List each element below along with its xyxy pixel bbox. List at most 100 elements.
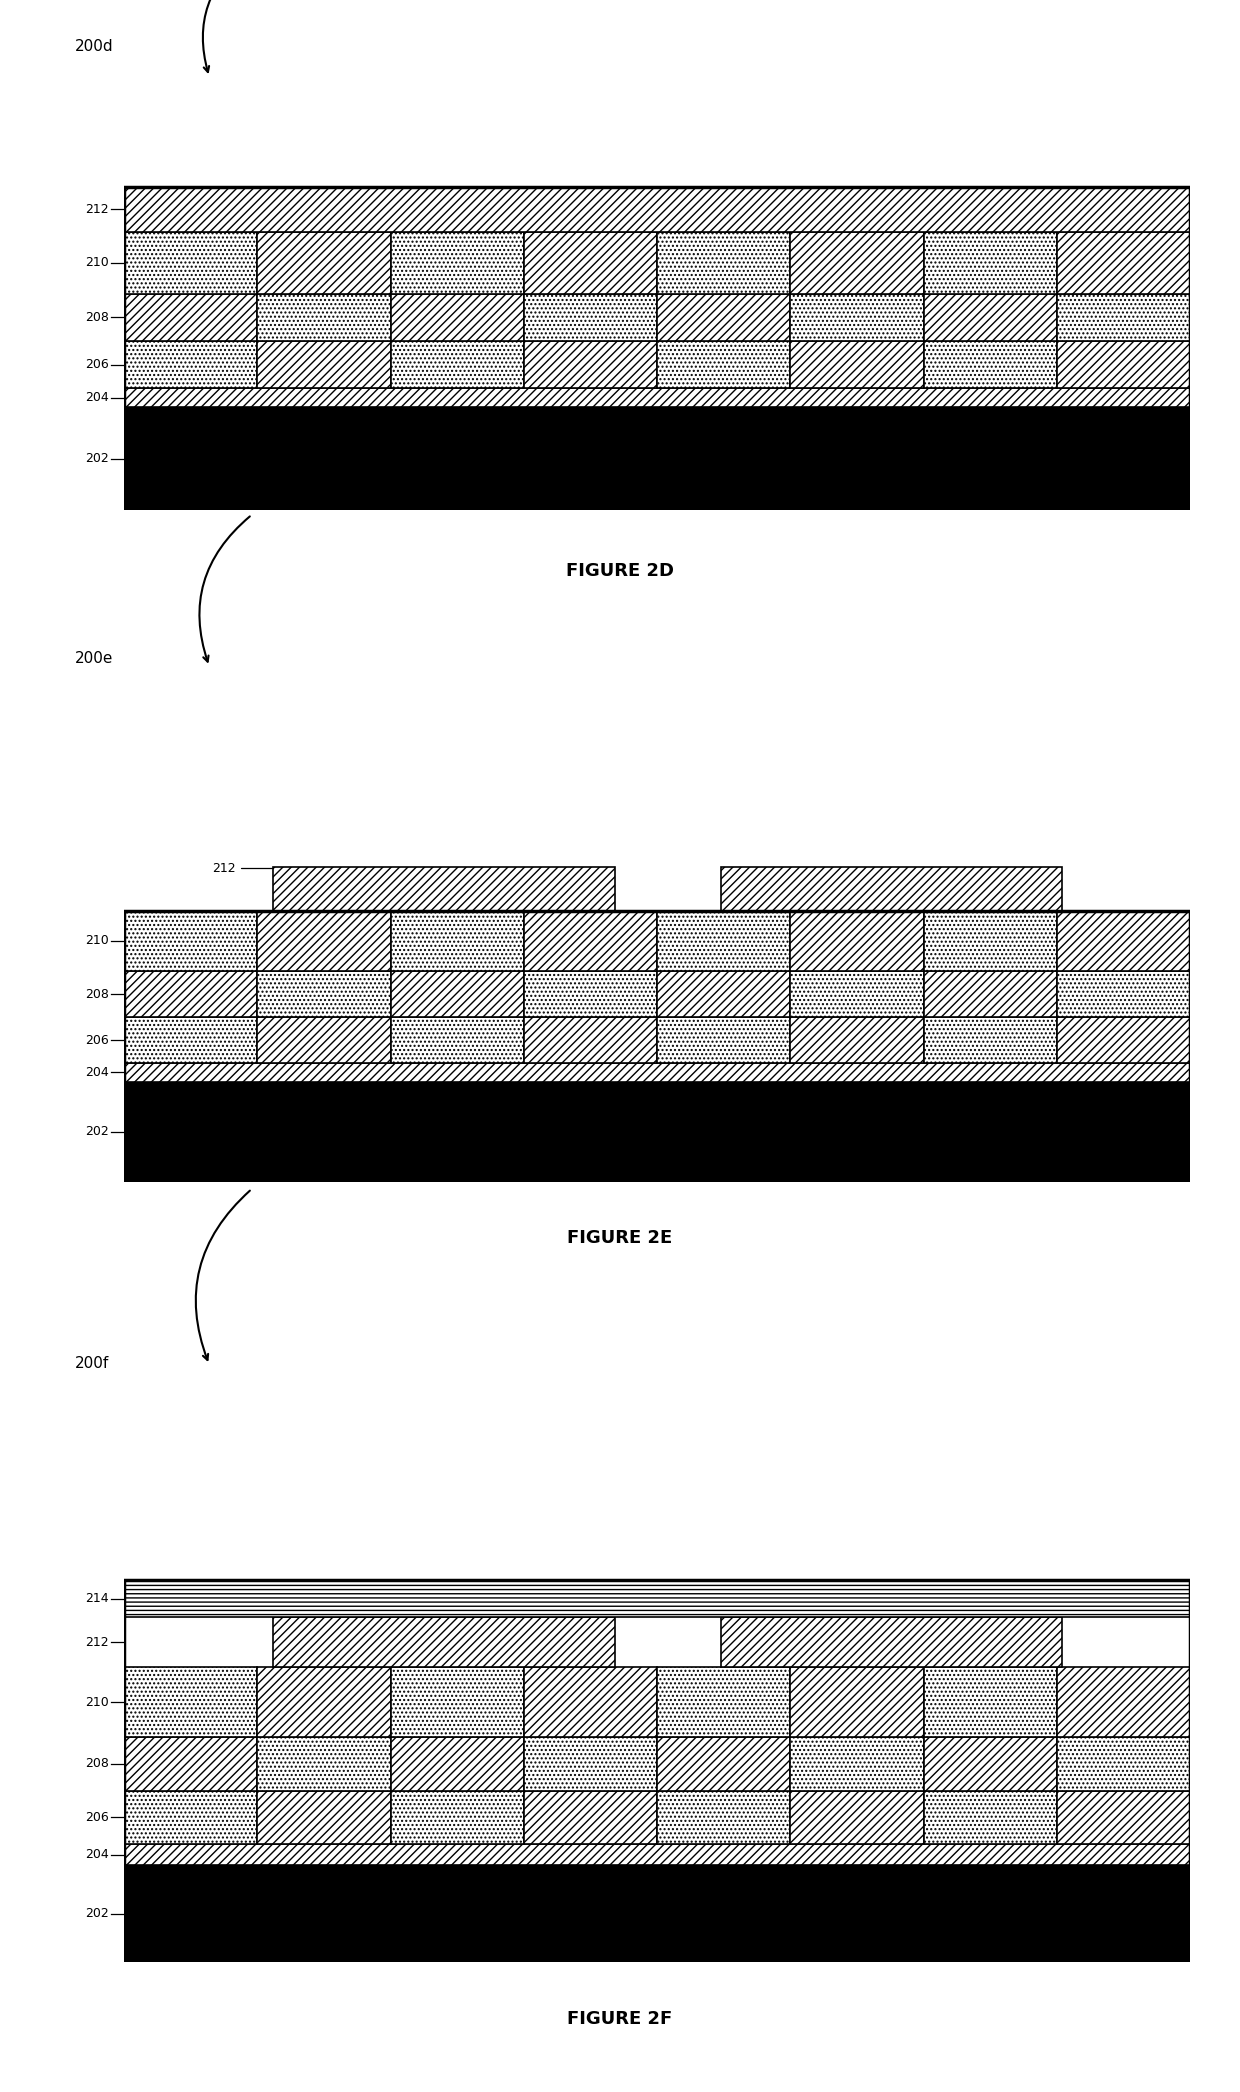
Bar xyxy=(791,1667,924,1736)
Text: 208: 208 xyxy=(86,1757,109,1770)
Bar xyxy=(391,1017,523,1063)
Text: 204: 204 xyxy=(86,1847,109,1862)
Bar xyxy=(124,293,257,341)
Bar xyxy=(124,1082,1190,1182)
Bar xyxy=(124,1579,1190,1962)
Bar xyxy=(124,341,257,389)
Bar xyxy=(523,1736,657,1791)
Text: 212: 212 xyxy=(86,1636,109,1648)
Bar xyxy=(523,1667,657,1736)
Bar xyxy=(924,293,1056,341)
Text: 204: 204 xyxy=(86,391,109,404)
Bar xyxy=(391,971,523,1017)
Bar xyxy=(657,1736,791,1791)
Text: FIGURE 2E: FIGURE 2E xyxy=(568,1230,672,1247)
Text: 212: 212 xyxy=(86,203,109,215)
Bar xyxy=(257,1791,391,1843)
Bar xyxy=(791,341,924,389)
Bar xyxy=(1056,910,1190,971)
Bar xyxy=(924,910,1056,971)
Text: 202: 202 xyxy=(86,1908,109,1920)
Bar xyxy=(124,1667,257,1736)
Bar xyxy=(1056,293,1190,341)
Bar xyxy=(257,910,391,971)
Text: 214: 214 xyxy=(86,1592,109,1605)
Bar xyxy=(124,1063,1190,1082)
Bar xyxy=(791,1791,924,1843)
Bar xyxy=(391,341,523,389)
Bar xyxy=(791,971,924,1017)
Bar xyxy=(657,910,791,971)
Text: 212: 212 xyxy=(212,1592,236,1605)
Text: 210: 210 xyxy=(86,935,109,948)
Text: 212: 212 xyxy=(212,862,236,874)
Bar xyxy=(924,341,1056,389)
Text: 208: 208 xyxy=(86,312,109,324)
Bar xyxy=(257,1736,391,1791)
Bar xyxy=(257,1667,391,1736)
Bar xyxy=(657,293,791,341)
Bar xyxy=(1056,971,1190,1017)
Bar xyxy=(257,232,391,293)
Bar xyxy=(124,408,1190,510)
Text: 206: 206 xyxy=(86,358,109,370)
Bar xyxy=(124,1579,1190,1617)
Bar xyxy=(124,389,1190,408)
Text: 210: 210 xyxy=(86,1697,109,1709)
Bar xyxy=(1056,1736,1190,1791)
Bar xyxy=(391,910,523,971)
Text: 206: 206 xyxy=(86,1033,109,1046)
Bar xyxy=(523,910,657,971)
Bar xyxy=(657,1667,791,1736)
Bar xyxy=(657,971,791,1017)
Bar xyxy=(391,1791,523,1843)
Bar xyxy=(791,293,924,341)
Bar xyxy=(657,232,791,293)
Bar xyxy=(924,1791,1056,1843)
Bar xyxy=(1056,232,1190,293)
Bar xyxy=(924,1017,1056,1063)
Bar xyxy=(124,1843,1190,1866)
Text: 210: 210 xyxy=(86,255,109,270)
Text: 202: 202 xyxy=(86,452,109,464)
Bar xyxy=(1056,1017,1190,1063)
Bar xyxy=(924,1667,1056,1736)
Bar xyxy=(124,186,1190,232)
Bar xyxy=(391,1667,523,1736)
Text: 202: 202 xyxy=(86,1125,109,1138)
Bar xyxy=(523,341,657,389)
Bar xyxy=(657,341,791,389)
Bar xyxy=(124,232,257,293)
Bar xyxy=(924,232,1056,293)
Bar xyxy=(1056,341,1190,389)
Bar xyxy=(523,1017,657,1063)
Bar xyxy=(722,868,1063,910)
Bar xyxy=(1056,1667,1190,1736)
Bar xyxy=(791,1017,924,1063)
Bar xyxy=(124,1017,257,1063)
Bar xyxy=(791,1736,924,1791)
Bar xyxy=(124,1736,257,1791)
Bar xyxy=(523,232,657,293)
Bar xyxy=(391,293,523,341)
Text: 200d: 200d xyxy=(74,38,113,54)
Bar xyxy=(391,1736,523,1791)
Bar xyxy=(391,232,523,293)
Text: 206: 206 xyxy=(86,1812,109,1824)
Bar xyxy=(657,1017,791,1063)
Bar xyxy=(523,971,657,1017)
Bar xyxy=(257,1017,391,1063)
Bar xyxy=(273,1617,615,1667)
Bar xyxy=(791,232,924,293)
Bar xyxy=(124,1866,1190,1962)
Text: FIGURE 2F: FIGURE 2F xyxy=(568,2010,672,2027)
Bar xyxy=(722,1617,1063,1667)
Bar xyxy=(657,1791,791,1843)
Bar xyxy=(1056,1791,1190,1843)
Bar xyxy=(924,971,1056,1017)
Bar xyxy=(257,293,391,341)
Bar xyxy=(523,293,657,341)
Bar xyxy=(924,1736,1056,1791)
Bar xyxy=(273,868,615,910)
Bar xyxy=(124,186,1190,510)
